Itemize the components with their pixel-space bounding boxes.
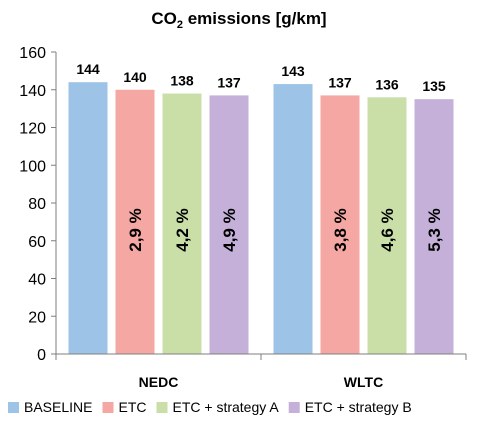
legend-label: ETC + strategy A — [172, 399, 279, 415]
bar — [68, 82, 108, 354]
bar-percent-label: 4,2 % — [173, 208, 192, 251]
bar-value-label: 136 — [375, 76, 399, 92]
bar — [414, 99, 454, 354]
y-tick-label: 60 — [28, 234, 46, 251]
legend-swatch — [8, 402, 19, 413]
bar-value-label: 144 — [76, 61, 100, 77]
legend-swatch — [288, 402, 300, 413]
y-tick-label: 140 — [19, 83, 46, 100]
y-axis: 0 20 40 60 80 100 120 140 160 — [19, 45, 57, 364]
y-tick-label: 0 — [37, 347, 46, 364]
bar-value-label: 137 — [217, 74, 241, 90]
y-tick-label: 100 — [19, 158, 46, 175]
bar — [209, 95, 249, 354]
x-axis: NEDC WLTC — [55, 353, 467, 390]
bar — [115, 89, 155, 354]
legend-label: BASELINE — [24, 399, 92, 415]
bar-percent-label: 5,3 % — [425, 208, 444, 251]
bar-percent-label: 2,9 % — [126, 208, 145, 251]
bar-value-label: 135 — [422, 78, 446, 94]
legend: BASELINE ETC ETC + strategy A ETC + strateg… — [8, 399, 412, 415]
bars: 144 140 2,9 % 138 4,2 % 137 4,9 % 143 137 3,8 % 13… — [68, 61, 454, 355]
bar-value-label: 143 — [281, 63, 305, 79]
bar — [367, 97, 407, 355]
legend-swatch — [102, 402, 114, 413]
chart-title: CO2 emissions [g/km] — [151, 9, 326, 31]
bar — [162, 93, 202, 355]
bar-percent-label: 3,8 % — [331, 208, 350, 251]
y-tick-label: 20 — [28, 309, 46, 326]
bar-percent-label: 4,6 % — [378, 208, 397, 251]
bar — [273, 84, 313, 355]
legend-label: ETC + strategy B — [305, 399, 412, 415]
bar-value-label: 138 — [170, 73, 194, 89]
bar-percent-label: 4,9 % — [220, 208, 239, 251]
bar-value-label: 137 — [328, 74, 352, 90]
bar — [320, 95, 360, 354]
y-tick-label: 40 — [28, 272, 46, 289]
category-label: NEDC — [139, 374, 179, 390]
legend-swatch — [156, 402, 168, 413]
bar-value-label: 140 — [123, 69, 147, 85]
y-tick-label: 80 — [28, 196, 46, 213]
category-label: WLTC — [344, 374, 383, 390]
y-tick-label: 120 — [19, 121, 46, 138]
legend-label: ETC — [118, 399, 146, 415]
y-tick-label: 160 — [19, 45, 46, 62]
